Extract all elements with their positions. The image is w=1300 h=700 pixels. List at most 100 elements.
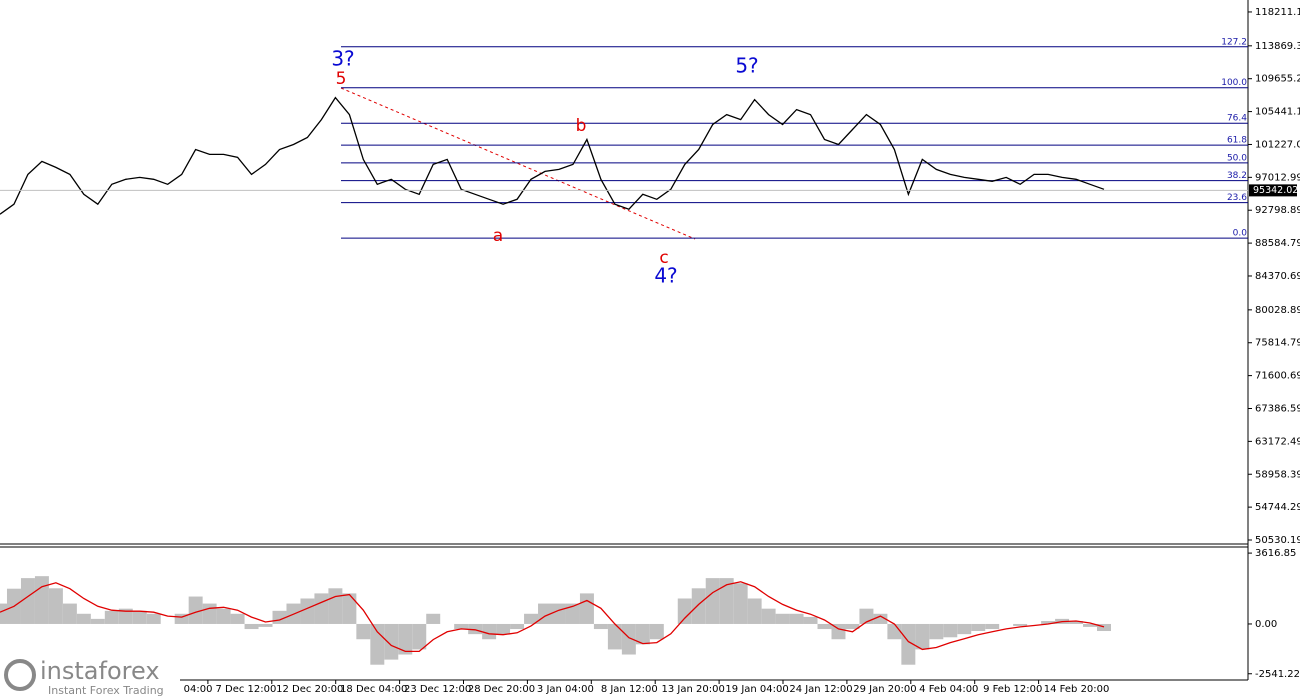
histogram-bar (649, 623, 664, 640)
histogram-bar (1041, 621, 1056, 624)
y-tick-label: 118211.19 (1255, 7, 1300, 18)
x-tick-label: 9 Feb 12:00 (983, 684, 1042, 695)
wave-label: a (493, 226, 503, 246)
histogram-bar (747, 598, 762, 624)
histogram-bar (761, 608, 776, 624)
x-tick-label: 3 Jan 04:00 (537, 684, 594, 695)
y-tick-label: 105441.19 (1255, 107, 1300, 118)
wave-label: c (659, 248, 668, 268)
signal-line (0, 581, 1105, 653)
histogram-bar (915, 623, 930, 650)
histogram-bar (803, 616, 818, 624)
histogram-bar (426, 613, 441, 624)
histogram-bar (482, 623, 497, 640)
histogram-bar (0, 603, 7, 624)
histogram-bar (132, 610, 147, 624)
histogram-bar (398, 623, 413, 655)
y-tick-label: 84370.69 (1255, 271, 1300, 282)
histogram-bar (244, 623, 259, 630)
x-tick-label: 23 Dec 12:00 (404, 684, 471, 695)
y-tick-label: 88584.79 (1255, 238, 1300, 249)
histogram-bar (412, 623, 427, 650)
y-tick-label: 58958.39 (1255, 469, 1300, 480)
wave-label: 3? (331, 47, 354, 71)
histogram-bar (524, 613, 539, 624)
histogram-bar (216, 608, 231, 624)
y-tick-label: 3616.85 (1255, 548, 1296, 559)
x-tick-label: 7 Dec 12:00 (215, 684, 276, 695)
fib-label: 61.8 (1227, 136, 1247, 146)
histogram-bar (635, 623, 650, 645)
histogram-bar (20, 578, 35, 624)
histogram-bar (943, 623, 958, 638)
wave-label: 5? (735, 54, 758, 78)
y-tick-label: 97012.99 (1255, 172, 1300, 183)
histogram-bar (1083, 623, 1098, 627)
histogram-bar (552, 603, 566, 624)
histogram-bar (384, 623, 399, 660)
histogram-bar (985, 623, 1000, 630)
histogram-bar (1013, 623, 1028, 626)
histogram-bar (1069, 621, 1084, 624)
fib-label: 76.4 (1227, 114, 1247, 124)
histogram-bar (118, 608, 133, 624)
x-tick-label: 13 Jan 20:00 (662, 684, 725, 695)
y-tick-label: 113869.39 (1255, 41, 1300, 52)
fib-label: 38.2 (1227, 171, 1247, 181)
y-tick-label: 101227.09 (1255, 139, 1300, 150)
x-tick-label: 29 Jan 20:00 (853, 684, 916, 695)
logo-icon (4, 659, 36, 691)
histogram-bar (971, 623, 986, 632)
histogram-bar (104, 610, 119, 624)
logo-box (0, 654, 180, 700)
y-tick-label: 63172.49 (1255, 436, 1300, 447)
x-tick-label: 4 Feb 04:00 (919, 684, 978, 695)
y-tick-label: 71600.69 (1255, 371, 1300, 382)
histogram-bar (579, 593, 594, 624)
y-tick-label: 75814.79 (1255, 338, 1300, 349)
histogram-bar (468, 623, 483, 635)
x-tick-label: 2 Dec 04:00 (152, 684, 213, 695)
logo-tagline: Instant Forex Trading (48, 684, 164, 697)
wave-label: b (576, 116, 587, 136)
wave-label: 4? (654, 264, 677, 288)
x-tick-label: 24 Jan 12:00 (789, 684, 852, 695)
histogram-bar (230, 613, 245, 624)
histogram-bar (621, 623, 636, 655)
histogram-bar (258, 623, 273, 627)
y-tick-label: 80028.89 (1255, 305, 1300, 316)
wave-label: 5 (336, 69, 347, 89)
x-tick-label: 18 Dec 04:00 (340, 684, 407, 695)
y-tick-label: 67386.59 (1255, 403, 1300, 414)
y-tick-label: 109655.29 (1255, 74, 1300, 85)
histogram-bar (356, 623, 371, 640)
x-tick-label: 14 Feb 20:00 (1044, 684, 1110, 695)
histogram-bar (34, 576, 49, 624)
fib-label: 50.0 (1227, 153, 1247, 163)
histogram-bar (1097, 623, 1111, 632)
histogram-bar (496, 623, 511, 635)
trend-line (340, 87, 696, 240)
histogram-bar (607, 623, 622, 650)
y-tick-label: 92798.89 (1255, 205, 1300, 216)
y-tick-label: 54744.29 (1255, 502, 1300, 513)
histogram-bar (677, 598, 692, 624)
histogram-bar (510, 623, 525, 630)
y-tick-label: 0.00 (1255, 619, 1277, 630)
histogram-bar (929, 623, 944, 640)
fib-label: 23.6 (1227, 193, 1247, 203)
price-line (0, 96, 1105, 215)
histogram-bar (691, 588, 706, 624)
x-tick-label: 12 Dec 20:00 (276, 684, 343, 695)
histogram-bar (62, 603, 77, 624)
x-tick-label: 8 Jan 12:00 (601, 684, 658, 695)
x-tick-label: 28 Dec 20:00 (468, 684, 535, 695)
histogram-bar (300, 598, 315, 624)
histogram-bar (831, 623, 846, 640)
histogram-bar (328, 588, 343, 624)
histogram-bar (873, 613, 888, 624)
histogram-bar (887, 623, 902, 640)
fib-label: 127.2 (1221, 37, 1247, 47)
